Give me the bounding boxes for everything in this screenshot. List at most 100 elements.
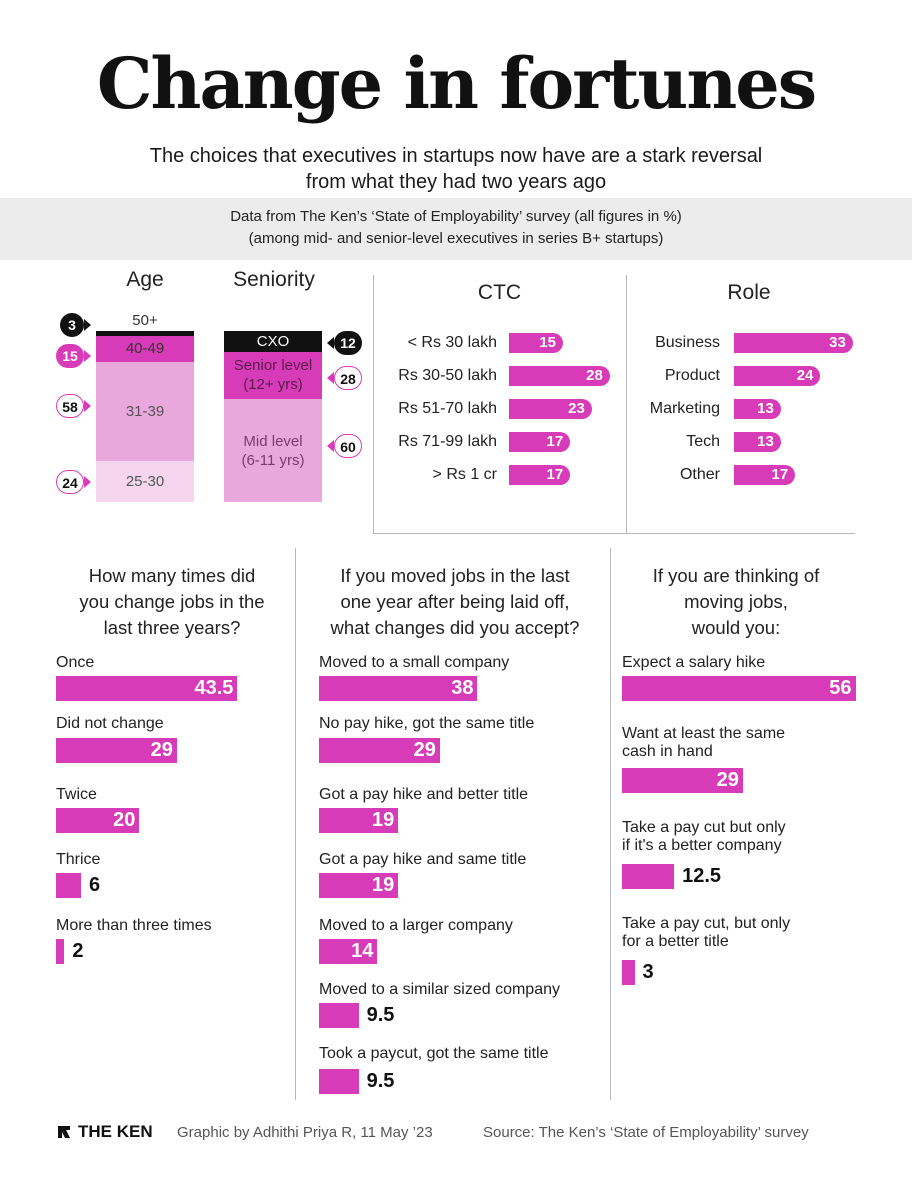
bar: 24: [734, 366, 821, 386]
bar: [56, 808, 140, 833]
bar-label: Moved to a small company: [319, 654, 510, 671]
credit-text: Graphic by Adhithi Priya R, 11 May ’23: [177, 1124, 433, 1141]
question-line: last three years?: [103, 617, 241, 638]
age-value-callout: 15: [56, 344, 84, 368]
bar-label: Moved to a similar sized company: [319, 981, 560, 998]
bar-label: Tech: [686, 433, 720, 450]
subtitle-line-2: from what they had two years ago: [305, 171, 607, 193]
callout-pointer: [84, 319, 91, 331]
bar-label: Take a pay cut, but only: [622, 915, 791, 932]
stack-label: CXO: [256, 332, 290, 350]
bar-label: > Rs 1 cr: [432, 466, 497, 483]
ctc-header: CTC: [477, 281, 522, 304]
bar-value: 38: [451, 677, 474, 699]
bar-label: Marketing: [649, 400, 720, 417]
callout-pointer: [84, 400, 91, 412]
callout-pointer: [327, 337, 334, 349]
bar-value: 2: [72, 940, 84, 962]
stack-segment-2: 31-39: [96, 361, 194, 461]
role-header: Role: [727, 281, 771, 304]
stack-label: Senior level: [233, 357, 313, 375]
bar-value: 56: [829, 677, 852, 699]
stack-segment-0: CXO: [224, 331, 322, 352]
data-source-band: Data from The Ken’s ‘State of Employabil…: [0, 198, 912, 260]
bar: [319, 1069, 359, 1094]
bar: [56, 738, 177, 763]
age-stacked-bar: 40-49 31-39 25-30: [96, 331, 194, 502]
bar-label: Business: [655, 334, 720, 351]
bar: 33: [734, 333, 853, 353]
divider-bottom-2: [610, 548, 611, 1100]
bar-label: Rs 30-50 lakh: [398, 367, 497, 384]
bar-value: 6: [89, 874, 101, 896]
callout-pointer: [327, 440, 334, 452]
bar-label: Want at least the same: [622, 725, 786, 742]
bar-label: < Rs 30 lakh: [407, 334, 497, 351]
bar: 13: [734, 432, 781, 452]
subtitle: The choices that executives in startups …: [0, 143, 912, 195]
bar-value: 3: [642, 961, 654, 983]
stack-label: 40-49: [125, 340, 165, 358]
divider-bottom-1: [295, 548, 296, 1100]
seniority-value-callout: 28: [334, 366, 362, 390]
band-line-2: (among mid- and senior-level executives …: [248, 230, 664, 247]
bar: [319, 939, 378, 964]
bar: [319, 738, 440, 763]
bar-label: cash in hand: [622, 743, 713, 760]
callout-pointer: [327, 372, 334, 384]
age-value-callout: 24: [56, 470, 84, 494]
bar-label: More than three times: [56, 917, 212, 934]
bar-value: 12.5: [682, 865, 722, 887]
bar: 13: [734, 399, 781, 419]
bar-value: 19: [371, 809, 395, 831]
bar: 23: [509, 399, 592, 419]
seniority-header: Seniority: [233, 268, 315, 291]
bar-value: 9.5: [366, 1070, 395, 1092]
age-value-callout: 58: [56, 394, 84, 418]
bar-label: Rs 51-70 lakh: [398, 400, 497, 417]
bar-label: Take a pay cut but only: [622, 819, 786, 836]
divider-horizontal: [373, 533, 855, 534]
bar: [622, 864, 675, 889]
bar-value: 29: [150, 739, 173, 761]
question-line: moving jobs,: [684, 591, 788, 612]
bar: 15: [509, 333, 563, 353]
bar: [56, 939, 65, 964]
callout-pointer: [84, 476, 91, 488]
bar-label: Took a paycut, got the same title: [319, 1045, 549, 1062]
brand-logo: THE KEN: [56, 1122, 153, 1142]
bar-value: 20: [113, 809, 136, 831]
bar-value: 19: [371, 874, 395, 896]
question-line: would you:: [691, 617, 781, 638]
the-ken-logo-icon: [58, 1126, 70, 1138]
bar: 17: [509, 465, 571, 485]
subtitle-line-1: The choices that executives in startups …: [149, 145, 763, 167]
bar-label: Other: [679, 466, 720, 483]
main-title: Change in fortunes: [96, 42, 817, 125]
bar-label: Expect a salary hike: [622, 654, 766, 671]
bar: [319, 1003, 359, 1028]
bar: [622, 960, 635, 985]
bar: 28: [509, 366, 610, 386]
bar: [319, 676, 478, 701]
seniority-value-callout: 60: [334, 434, 362, 458]
seniority-value-callout: 12: [334, 331, 362, 355]
bar-label: for a better title: [622, 933, 729, 950]
bar-label: Product: [664, 367, 720, 384]
stack-segment-0: [96, 331, 194, 337]
bar-label: No pay hike, got the same title: [319, 715, 535, 732]
stack-segment-2: Mid level (6-11 yrs): [224, 399, 322, 502]
question-line: one year after being laid off,: [340, 591, 570, 612]
bar-label: if it's a better company: [622, 837, 782, 854]
bar-label: Got a pay hike and same title: [319, 851, 527, 868]
age-value-callout: 3: [60, 313, 84, 337]
stack-label: (6-11 yrs): [241, 451, 305, 469]
age-50plus-label: 50+: [132, 312, 158, 329]
question-line: If you moved jobs in the last: [340, 565, 570, 586]
bar: [56, 873, 82, 898]
bar-value: 9.5: [366, 1004, 395, 1026]
question-line: How many times did: [88, 565, 256, 586]
bar-value: 29: [413, 739, 436, 761]
bar-label: Once: [56, 654, 95, 671]
bar-value: 14: [351, 940, 374, 962]
